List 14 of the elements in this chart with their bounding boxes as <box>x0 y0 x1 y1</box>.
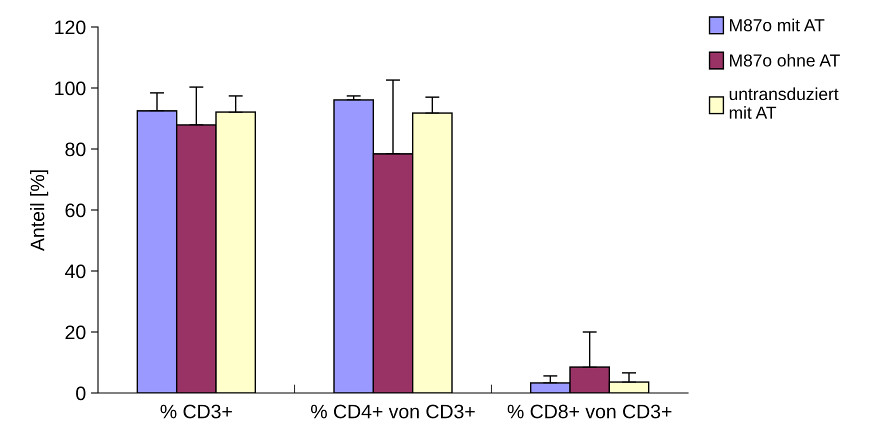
y-tick-label: 100 <box>55 81 86 96</box>
y-tick-label: 0 <box>76 386 86 400</box>
y-tick-label: 80 <box>65 142 86 156</box>
x-tick-label: % CD8+ von CD3+ <box>508 404 672 418</box>
y-tick-label: 60 <box>66 203 86 218</box>
y-tick-label: 20 <box>66 325 86 340</box>
x-tick-label: % CD4+ von CD3+ <box>311 404 475 418</box>
x-tick-label: % CD3+ <box>160 404 232 418</box>
y-axis-title: Anteil [%] <box>30 170 48 252</box>
legend-label: untransduziert mit AT <box>730 87 839 119</box>
legend-label: M87o ohne AT <box>730 54 840 67</box>
y-tick-label: 40 <box>65 264 86 278</box>
legend-label: M87o mit AT <box>730 18 824 32</box>
y-tick-label: 120 <box>55 20 86 34</box>
